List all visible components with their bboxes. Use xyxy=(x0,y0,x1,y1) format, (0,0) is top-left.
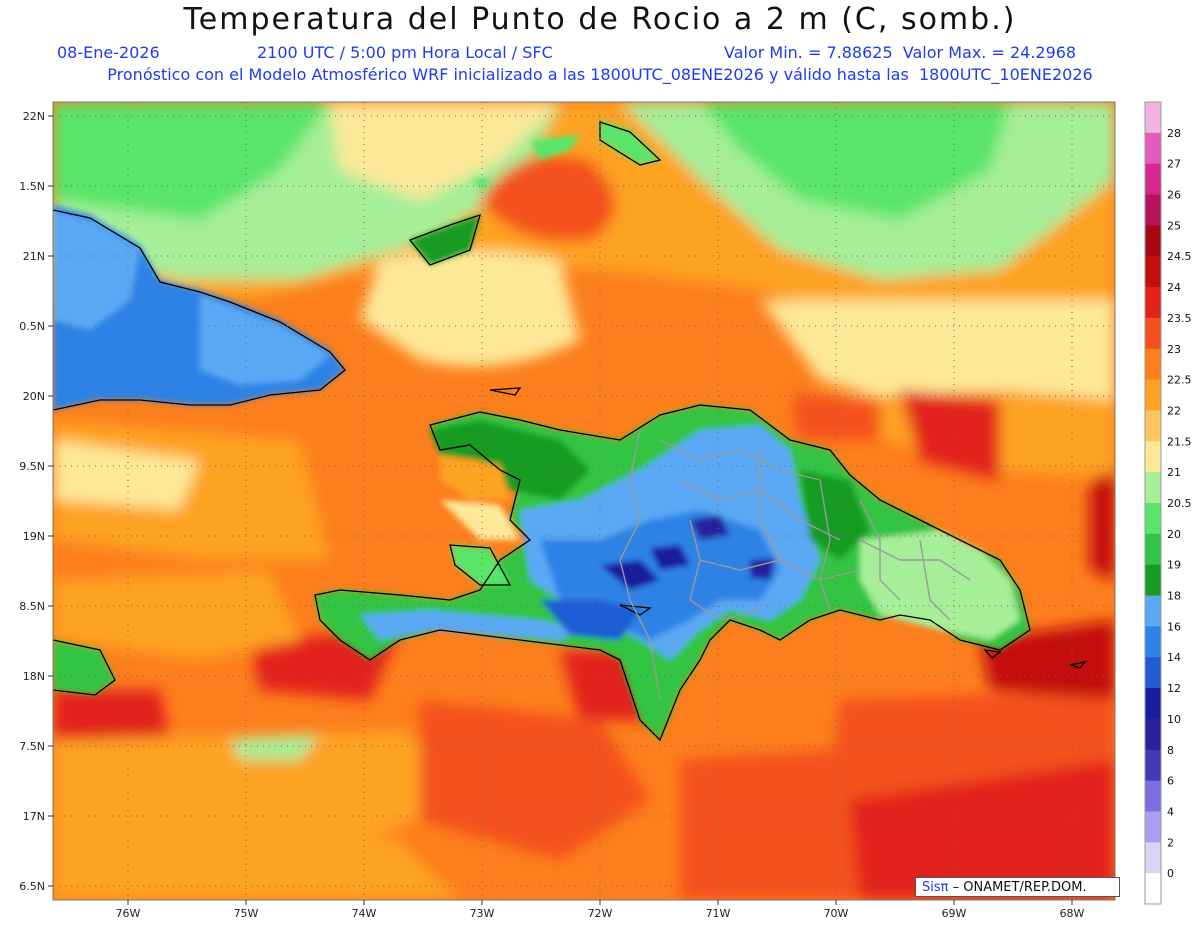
colorbar-swatch xyxy=(1145,132,1161,165)
header-line-1: 08-Ene-2026 2100 UTC / 5:00 pm Hora Loca… xyxy=(0,43,1200,119)
colorbar-swatch xyxy=(1145,194,1161,226)
colorbar-swatch xyxy=(1145,626,1161,658)
colorbar-swatch xyxy=(1145,256,1161,288)
colorbar-swatch xyxy=(1145,503,1161,535)
colorbar-swatch xyxy=(1145,348,1161,381)
colorbar-label: 21.5 xyxy=(1167,435,1192,448)
colorbar-swatch xyxy=(1145,873,1161,905)
coastlines xyxy=(53,121,1087,742)
colorbar-swatch xyxy=(1145,688,1161,720)
colorbar: 2827262524.52423.52322.52221.52120.52019… xyxy=(1144,101,1192,905)
colorbar-swatch xyxy=(1145,225,1161,257)
province-borders xyxy=(619,429,971,701)
colorbar-label: 27 xyxy=(1167,158,1181,171)
map-frame xyxy=(52,101,1116,901)
colorbar-label: 16 xyxy=(1167,620,1181,633)
colorbar-swatch xyxy=(1145,749,1161,782)
lon-tick-label: 72W xyxy=(588,907,613,920)
colorbar-swatch xyxy=(1145,472,1161,504)
valid-time: 2100 UTC / 5:00 pm Hora Local / SFC xyxy=(257,43,553,62)
colorbar-label: 0 xyxy=(1167,867,1174,880)
colorbar-swatch xyxy=(1145,379,1161,411)
colorbar-label: 2 xyxy=(1167,836,1174,849)
lat-tick-label: 9.5N xyxy=(19,460,45,473)
colorbar-label: 4 xyxy=(1167,805,1174,818)
colorbar-label: 10 xyxy=(1167,713,1181,726)
colorbar-label: 14 xyxy=(1167,651,1181,664)
axis-ticks: 76W 75W 74W 73W 72W 71W 70W 69W 68W 22N 1.5N 21N 0.5… xyxy=(19,110,1084,920)
colorbar-label: 20.5 xyxy=(1167,497,1192,510)
sispi-logo: Sisπ xyxy=(922,880,949,895)
colorbar-label: 21 xyxy=(1167,466,1181,479)
colorbar-label: 20 xyxy=(1167,528,1181,541)
colorbar-swatch xyxy=(1145,842,1161,874)
lat-tick-label: 17N xyxy=(23,810,45,823)
colorbar-label: 24.5 xyxy=(1167,250,1192,263)
valid-date: 08-Ene-2026 xyxy=(57,43,160,62)
colorbar-label: 24 xyxy=(1167,281,1181,294)
forecast-info: Pronóstico con el Modelo Atmosférico WRF… xyxy=(107,65,1093,84)
colorbar-label: 12 xyxy=(1167,682,1181,695)
colorbar-swatch xyxy=(1145,811,1161,843)
lat-tick-label: 7.5N xyxy=(19,740,45,753)
colorbar-swatch xyxy=(1145,102,1161,134)
colorbar-swatch xyxy=(1145,317,1161,350)
colorbar-label: 22.5 xyxy=(1167,374,1192,387)
lat-tick-label: 1.5N xyxy=(19,180,45,193)
colorbar-swatch xyxy=(1145,718,1161,751)
lat-tick-label: 19N xyxy=(23,530,45,543)
graticule xyxy=(53,102,1115,900)
lat-tick-label: 0.5N xyxy=(19,320,45,333)
lat-tick-label: 20N xyxy=(23,390,45,403)
lat-tick-label: 22N xyxy=(23,110,45,123)
colorbar-swatch xyxy=(1145,163,1161,196)
lon-tick-label: 73W xyxy=(470,907,495,920)
min-max-values: Valor Min. = 7.88625 Valor Max. = 24.296… xyxy=(724,43,1077,62)
lat-tick-label: 6.5N xyxy=(19,880,45,893)
colorbar-label: 22 xyxy=(1167,404,1181,417)
colorbar-swatch xyxy=(1145,287,1161,319)
colorbar-label: 18 xyxy=(1167,590,1181,603)
lon-tick-label: 70W xyxy=(824,907,849,920)
lat-tick-label: 8.5N xyxy=(19,600,45,613)
lat-tick-label: 18N xyxy=(23,670,45,683)
colorbar-label: 8 xyxy=(1167,744,1174,757)
colorbar-swatch xyxy=(1145,410,1161,442)
colorbar-label: 19 xyxy=(1167,559,1181,572)
colorbar-label: 25 xyxy=(1167,219,1181,232)
lon-tick-label: 68W xyxy=(1060,907,1085,920)
colorbar-label: 6 xyxy=(1167,775,1174,788)
colorbar-swatch xyxy=(1145,780,1161,812)
lon-tick-label: 75W xyxy=(234,907,259,920)
colorbar-label: 28 xyxy=(1167,127,1181,140)
colorbar-swatch xyxy=(1145,595,1161,627)
colorbar-swatch xyxy=(1145,441,1161,473)
colorbar-label: 23 xyxy=(1167,343,1181,356)
colorbar-label: 26 xyxy=(1167,189,1181,202)
lon-tick-label: 71W xyxy=(706,907,731,920)
map-title: Temperatura del Punto de Rocio a 2 m (C,… xyxy=(183,2,1017,37)
colorbar-swatch xyxy=(1145,564,1161,597)
dewpoint-field xyxy=(53,102,1115,900)
credit-box: Sisπ – ONAMET/REP.DOM. xyxy=(915,877,1120,897)
colorbar-swatch xyxy=(1145,657,1161,689)
colorbar-swatch xyxy=(1145,533,1161,566)
lon-tick-label: 76W xyxy=(116,907,141,920)
lat-tick-label: 21N xyxy=(23,250,45,263)
colorbar-frame xyxy=(1144,101,1162,905)
credit-text: – ONAMET/REP.DOM. xyxy=(948,880,1087,895)
lon-tick-label: 69W xyxy=(942,907,967,920)
colorbar-label: 23.5 xyxy=(1167,312,1192,325)
lon-tick-label: 74W xyxy=(352,907,377,920)
